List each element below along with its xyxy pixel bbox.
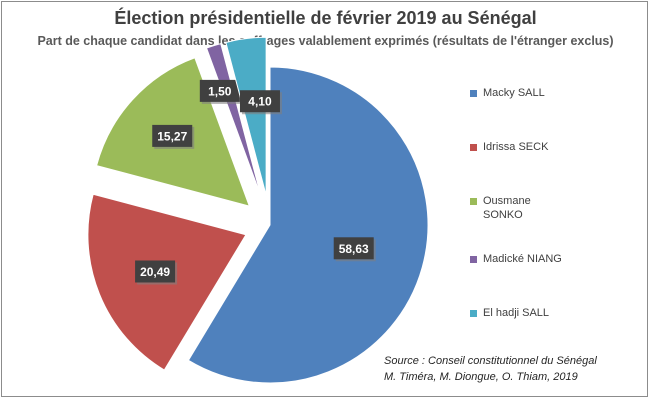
legend-swatch-4: [470, 256, 477, 263]
legend-label-5: El hadji SALL: [483, 307, 550, 319]
data-label-text-1: 58,63: [339, 242, 369, 256]
legend-label-4: Madické NIANG: [483, 253, 562, 265]
chart-source: Source : Conseil constitutionnel du Séné…: [384, 353, 646, 385]
chart-subtitle: Part de chaque candidat dans les suffrag…: [37, 34, 614, 48]
source-line-2: M. Timéra, M. Diongue, O. Thiam, 2019: [384, 371, 578, 383]
legend-item-4: Madické NIANG: [470, 252, 573, 266]
legend-label-3: Ousmane SONKO: [483, 195, 531, 221]
legend-label-1: Macky SALL: [483, 87, 545, 99]
data-label-1: 58,63: [333, 237, 376, 262]
data-label-text-3: 15,27: [157, 129, 187, 143]
source-line-1: Source : Conseil constitutionnel du Séné…: [384, 355, 597, 367]
data-label-text-2: 20,49: [140, 265, 170, 279]
legend-swatch-2: [470, 144, 477, 151]
legend-swatch-1: [470, 90, 477, 97]
legend-item-2: Idrissa SECK: [470, 140, 573, 154]
data-label-5: 4,10: [239, 90, 282, 115]
pie-slice-5: [225, 36, 267, 196]
data-label-3: 15,27: [152, 124, 195, 149]
data-label-text-4: 1,50: [208, 84, 232, 98]
legend-item-5: El hadji SALL: [470, 306, 573, 320]
legend-item-3: Ousmane SONKO: [470, 194, 573, 222]
legend-label-2: Idrissa SECK: [483, 141, 549, 153]
pie-slice-1: [187, 66, 429, 384]
legend-swatch-3: [470, 198, 477, 205]
data-label-4: 1,50: [199, 79, 242, 104]
data-label-2: 20,49: [135, 260, 178, 285]
legend-swatch-5: [470, 310, 477, 317]
chart-title: Élection présidentielle de février 2019 …: [114, 8, 537, 28]
legend-item-1: Macky SALL: [470, 86, 573, 100]
data-label-text-5: 4,10: [248, 95, 272, 109]
